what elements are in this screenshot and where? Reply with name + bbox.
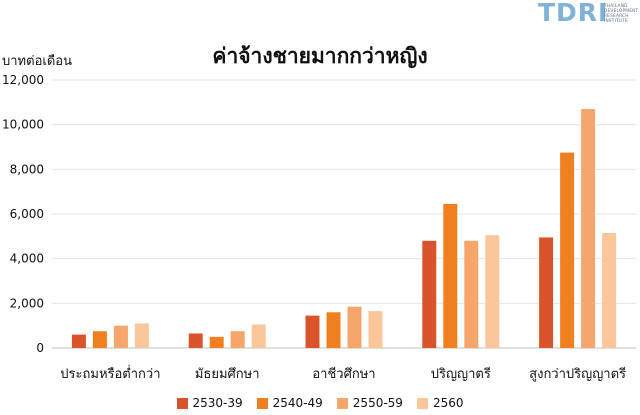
y-tick-label: 2,000 <box>10 296 44 310</box>
logo-line: RESEARCH <box>604 14 629 19</box>
bar <box>464 240 479 348</box>
legend-label: 2560 <box>432 396 464 410</box>
legend-item: 2540-49 <box>256 396 323 410</box>
x-tick-label: สูงกว่าปริญญาตรี <box>529 366 626 382</box>
bar <box>92 331 107 348</box>
x-tick-label: ปริญญาตรี <box>431 366 491 382</box>
bar <box>326 312 341 348</box>
logo-line: INSTITUTE <box>604 19 629 24</box>
y-tick-label: 12,000 <box>2 73 44 87</box>
bar <box>71 334 86 348</box>
legend-item: 2560 <box>416 396 464 410</box>
bar <box>113 325 128 348</box>
bar <box>539 237 554 348</box>
legend-swatch <box>336 397 348 409</box>
bar <box>602 232 617 348</box>
y-tick-label: 0 <box>36 341 44 355</box>
logo-mark: TDRI <box>538 0 609 27</box>
bar <box>230 331 245 348</box>
bar <box>305 315 320 348</box>
bar <box>134 323 149 348</box>
tdri-logo: TDRI THAILAND DEVELOPMENT RESEARCH INSTI… <box>538 0 638 28</box>
bar <box>188 333 203 348</box>
bar <box>251 324 266 348</box>
bar <box>560 152 575 348</box>
bar <box>581 109 596 349</box>
legend: 2530-39 2540-49 2550-59 2560 <box>0 396 640 410</box>
y-tick-label: 8,000 <box>10 162 44 176</box>
y-axis-unit-label: บาทต่อเดือน <box>2 54 72 69</box>
legend-swatch <box>416 397 428 409</box>
bar <box>485 235 500 348</box>
legend-item: 2530-39 <box>176 396 243 410</box>
legend-label: 2540-49 <box>272 396 323 410</box>
x-tick-label: อาชีวศึกษา <box>312 366 375 382</box>
y-tick-label: 6,000 <box>10 207 44 221</box>
legend-item: 2550-59 <box>336 396 403 410</box>
bar <box>347 306 362 348</box>
y-tick-label: 10,000 <box>2 118 44 132</box>
logo-text: THAILAND DEVELOPMENT RESEARCH INSTITUTE <box>604 4 638 24</box>
legend-label: 2530-39 <box>192 396 243 410</box>
chart-title: ค่าจ้างชายมากกว่าหญิง <box>212 44 428 68</box>
x-tick-label: ประถมหรือต่ำกว่า <box>60 365 160 382</box>
logo-line: THAILAND <box>604 4 628 9</box>
y-tick-label: 4,000 <box>10 252 44 266</box>
logo-line: DEVELOPMENT <box>604 9 639 14</box>
bar <box>209 336 224 348</box>
legend-swatch <box>176 397 188 409</box>
bar <box>368 311 383 348</box>
bar <box>422 240 437 348</box>
legend-label: 2550-59 <box>352 396 403 410</box>
bar <box>443 203 458 348</box>
x-tick-label: มัธยมศึกษา <box>195 367 260 382</box>
legend-swatch <box>256 397 268 409</box>
